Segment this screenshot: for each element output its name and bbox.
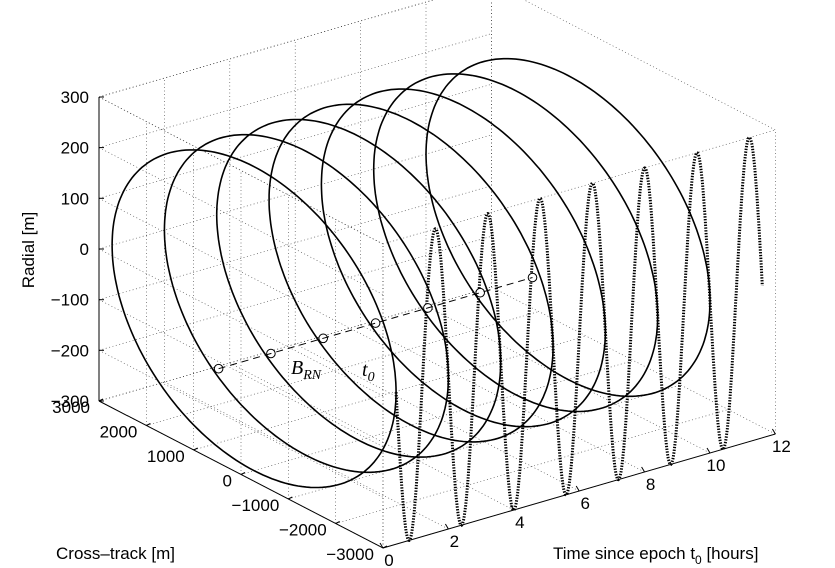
- grid-line-x-floor: [360, 324, 645, 473]
- x-tick-mark: [771, 428, 776, 435]
- marker-connecting-line: [218, 277, 533, 370]
- x-tick-mark: [641, 466, 646, 473]
- x-axis-title-sub: 0: [695, 553, 702, 567]
- grid-line-x-floor: [229, 362, 514, 511]
- y-tick-mark: [288, 496, 293, 500]
- orbit-ellipse: [425, 57, 711, 398]
- z-tick-label: −200: [51, 341, 89, 360]
- x-tick-label: 0: [384, 551, 393, 568]
- projection-trace: [394, 136, 764, 543]
- grid-line-z-back-wall: [98, 84, 492, 199]
- x-tick-label: 12: [772, 437, 791, 456]
- y-tick-label: −3000: [326, 545, 374, 564]
- x-tick-mark: [706, 447, 711, 454]
- z-tick-label: −100: [51, 291, 89, 310]
- y-tick-mark: [146, 423, 151, 426]
- grid-line-x-floor: [425, 305, 711, 454]
- z-tick-label: 0: [80, 240, 89, 259]
- y-tick-mark: [240, 472, 246, 475]
- annotation-t0-main: t: [362, 359, 368, 381]
- grid-line-z-left-wall: [98, 147, 384, 295]
- y-tick-label: 1000: [147, 447, 185, 466]
- axes-box-edge: [98, 0, 434, 98]
- x-tick-mark: [575, 485, 580, 492]
- axes-box-edge: [98, 96, 384, 245]
- grid-line-x-floor: [295, 343, 580, 492]
- orbit-ellipse: [163, 133, 450, 474]
- grid-line-z-left-wall: [98, 198, 384, 346]
- annotation-t0-sub: 0: [368, 370, 375, 385]
- y-tick-label: 3000: [52, 398, 90, 417]
- orbit-ellipse: [111, 149, 397, 489]
- grid-line-z-back-wall: [98, 0, 434, 98]
- annotation-brn: BRN: [291, 357, 322, 383]
- x-tick-mark: [444, 523, 449, 530]
- x-axis-title-tail: [hours]: [702, 544, 759, 563]
- projected-trace-on-back-wall: [394, 136, 764, 543]
- annotation-brn-main: B: [291, 357, 303, 379]
- y-tick-mark: [335, 521, 340, 524]
- x-axis-title-main: Time since epoch t: [553, 544, 695, 563]
- z-tick-label: 300: [61, 88, 89, 107]
- marker-series: [213, 272, 538, 374]
- orbit-ellipse: [268, 103, 554, 443]
- x-axis-ticks: 0 2 4 6 8 10 12: [379, 428, 791, 568]
- grid-line-z-left-wall: [98, 248, 384, 397]
- y-axis-title: Cross–track [m]: [56, 544, 175, 563]
- grid-line-z-left-wall: [98, 299, 384, 447]
- orbit-ellipse: [215, 118, 502, 458]
- y-tick-mark: [382, 545, 388, 549]
- z-axis-ticks: 300 200 100 0 −100 −200 −300: [51, 88, 104, 411]
- axes-frame: [98, 0, 776, 549]
- x-tick-label: 2: [450, 532, 459, 551]
- grid-line-z-left-wall: [98, 350, 384, 498]
- orbit-trajectory-series: [111, 57, 711, 489]
- z-tick-label: −300: [51, 392, 89, 411]
- x-tick-mark: [510, 504, 515, 511]
- annotation-t0: t0: [362, 359, 375, 385]
- y-tick-label: −1000: [232, 496, 280, 515]
- x-tick-label: 8: [646, 475, 655, 494]
- orbit-ellipse: [320, 88, 607, 428]
- y-axis-ticks: 3000 2000 1000 0−1000 −2000 −3000: [52, 398, 388, 564]
- axes-box-edge: [523, 0, 776, 131]
- z-axis-title: Radial [m]: [19, 212, 38, 289]
- y-tick-label: 0: [223, 472, 232, 491]
- y-tick-mark: [193, 447, 198, 451]
- y-tick-label: 2000: [100, 423, 138, 442]
- orbit-ellipse: [372, 73, 659, 413]
- y-tick-label: −2000: [279, 521, 327, 540]
- axes-box-edge: [382, 129, 776, 245]
- x-tick-label: 10: [707, 456, 726, 475]
- z-tick-label: 200: [61, 139, 89, 158]
- z-tick-label: 100: [61, 189, 89, 208]
- x-tick-mark: [379, 542, 384, 549]
- annotation-brn-sub: RN: [302, 368, 322, 383]
- marker-point: [475, 287, 486, 298]
- x-axis-title: Time since epoch t0 [hours]: [553, 544, 758, 567]
- y-tick-mark: [98, 398, 104, 402]
- x-tick-label: 4: [515, 513, 524, 532]
- x-tick-label: 6: [580, 494, 589, 513]
- marker-point: [370, 318, 381, 328]
- grid-lines: [98, 0, 776, 549]
- grid-line-x-floor: [164, 381, 449, 530]
